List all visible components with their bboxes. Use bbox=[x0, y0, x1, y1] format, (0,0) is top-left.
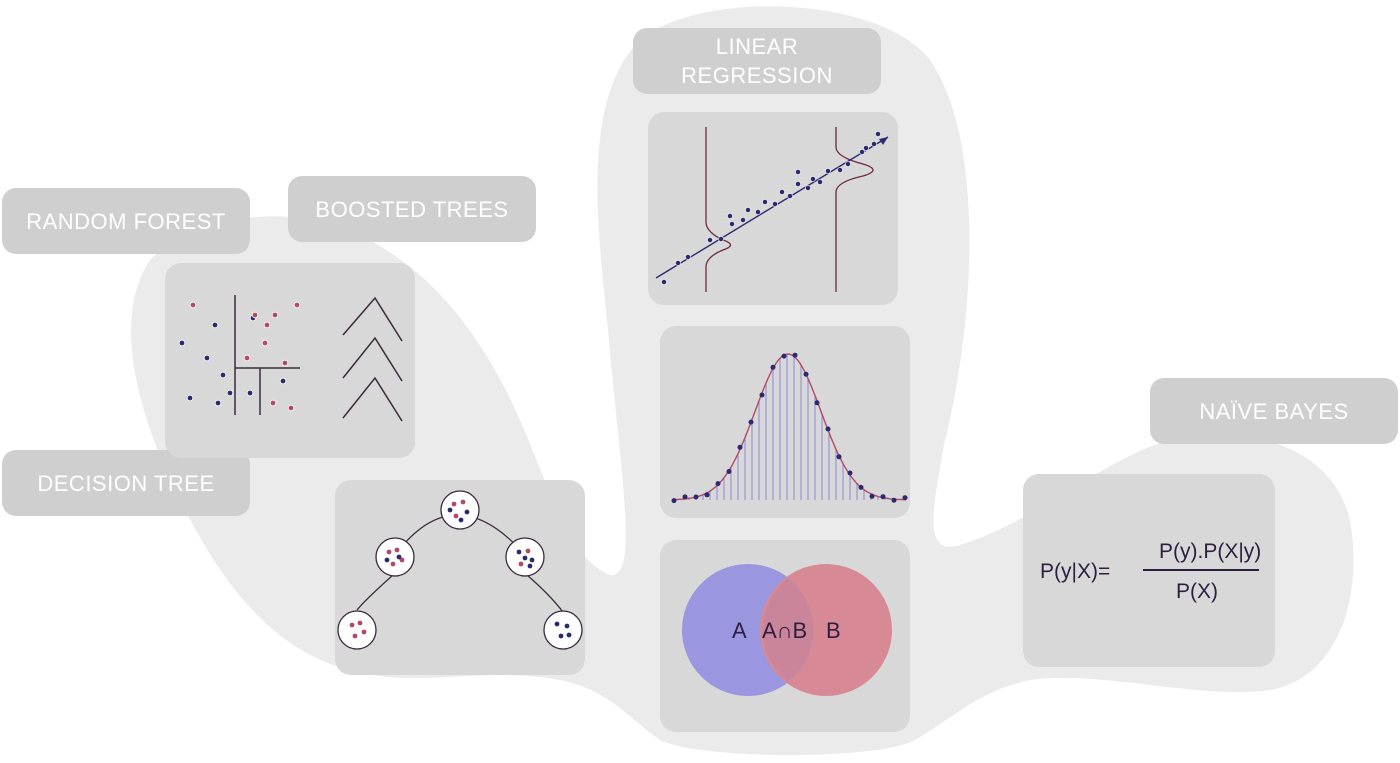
random-forest-text: RANDOM FOREST bbox=[26, 208, 226, 234]
naive-bayes-label: NAÏVE BAYES bbox=[1150, 378, 1398, 444]
distribution-point bbox=[847, 470, 853, 476]
linear-regression-panel bbox=[648, 112, 898, 305]
formula-denominator: P(X) bbox=[1176, 580, 1218, 603]
linear-regression-text-line1: LINEAR bbox=[715, 34, 799, 59]
random-forest-illustration bbox=[178, 295, 403, 422]
random-forest-panel bbox=[165, 263, 415, 458]
distribution-bars bbox=[681, 354, 893, 500]
decision-tree-label: DECISION TREE bbox=[2, 450, 250, 516]
normal-distribution-illustration bbox=[671, 352, 908, 504]
distribution-point bbox=[880, 494, 886, 500]
distribution-point bbox=[792, 352, 798, 358]
distribution-point bbox=[737, 444, 743, 450]
formula-numerator: P(y).P(X|y) bbox=[1159, 540, 1262, 563]
venn-diagram: A A∩B B bbox=[682, 564, 892, 696]
bell-curve bbox=[673, 353, 907, 501]
linear-regression-text-line2: REGRESSION bbox=[681, 63, 833, 88]
decision-tree-text: DECISION TREE bbox=[37, 470, 215, 496]
naive-bayes-panel: P(y|X)= P(y).P(X|y) P(X) bbox=[1023, 474, 1275, 667]
distribution-point bbox=[748, 419, 754, 425]
distribution-point bbox=[715, 481, 721, 487]
distribution-point bbox=[814, 400, 820, 406]
venn-circle-b bbox=[760, 564, 892, 696]
distribution-point bbox=[858, 484, 864, 490]
formula-lhs: P(y|X)= bbox=[1040, 560, 1111, 583]
normal-distribution-panel bbox=[660, 326, 910, 518]
random-forest-label: RANDOM FOREST bbox=[2, 188, 250, 254]
linear-regression-label: LINEAR REGRESSION bbox=[633, 28, 881, 94]
distribution-point bbox=[803, 371, 809, 377]
distribution-point bbox=[891, 497, 897, 503]
linear-regression-illustration bbox=[655, 127, 889, 292]
distribution-point bbox=[726, 469, 732, 474]
formula-fraction-bar bbox=[1143, 569, 1259, 571]
distribution-point bbox=[759, 392, 765, 398]
distribution-point bbox=[704, 492, 710, 498]
distribution-point bbox=[869, 493, 875, 499]
distribution-points bbox=[671, 352, 908, 504]
distribution-point bbox=[682, 494, 688, 500]
distribution-point bbox=[671, 498, 677, 504]
naive-bayes-text: NAÏVE BAYES bbox=[1199, 398, 1349, 424]
distribution-point bbox=[836, 454, 842, 460]
distribution-point bbox=[781, 353, 787, 359]
venn-label-a: A bbox=[732, 618, 747, 643]
distribution-point bbox=[902, 495, 908, 501]
venn-label-b: B bbox=[826, 618, 841, 643]
distribution-point bbox=[825, 426, 831, 432]
boosted-trees-label: BOOSTED TREES bbox=[288, 176, 536, 242]
decision-tree-panel bbox=[335, 480, 585, 675]
distribution-point bbox=[770, 364, 776, 370]
decision-tree-illustration bbox=[337, 490, 583, 650]
boosted-trees-text: BOOSTED TREES bbox=[315, 196, 509, 222]
venn-panel: A A∩B B bbox=[660, 540, 910, 732]
distribution-point bbox=[693, 494, 699, 500]
venn-label-intersection: A∩B bbox=[762, 618, 807, 643]
